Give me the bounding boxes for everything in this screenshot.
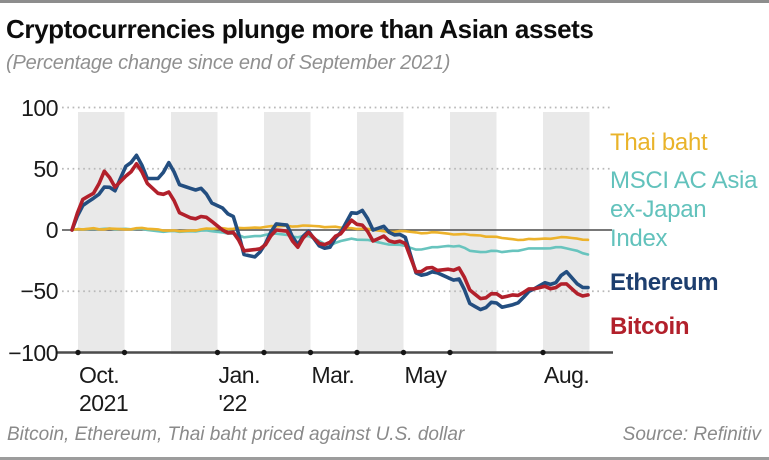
axis-tick-dot <box>307 349 314 356</box>
top-divider <box>0 0 769 3</box>
x-tick-label: Jan. '22 <box>218 362 261 416</box>
x-tick-sublabel: '22 <box>218 390 248 416</box>
legend-bitcoin: Bitcoin <box>610 313 690 340</box>
series-line-ethereum <box>70 153 590 312</box>
x-tick-label: Oct. 2021 <box>79 362 129 416</box>
chart-title: Cryptocurrencies plunge more than Asian … <box>6 14 594 44</box>
source-credit: Source: Refinitiv <box>622 424 761 445</box>
legend-ethereum: Ethereum <box>610 269 719 296</box>
footnote: Bitcoin, Ethereum, Thai baht priced agai… <box>7 424 465 445</box>
axis-tick-dot <box>261 349 267 356</box>
chart-subtitle: (Percentage change since end of Septembe… <box>6 52 451 74</box>
y-tick-label: −100 <box>8 339 58 366</box>
y-tick-label: 0 <box>45 217 59 243</box>
month-shading-band <box>450 112 497 354</box>
y-tick-label: −50 <box>20 278 58 305</box>
axis-tick-dot <box>540 349 546 356</box>
axis-tick-dot <box>214 349 221 356</box>
x-tick-label: May <box>404 362 447 388</box>
month-shading-band <box>171 112 218 354</box>
axis-tick-dot <box>354 349 360 356</box>
month-shading-band <box>78 112 125 354</box>
axis-tick-dot <box>400 349 407 356</box>
series-line-thai-baht <box>70 224 590 242</box>
bottom-divider <box>0 457 769 460</box>
axis-tick-dot <box>447 349 453 356</box>
y-tick-label: 100 <box>21 94 58 121</box>
x-tick-label: Mar. <box>311 362 355 388</box>
x-tick-label: Aug. <box>544 362 590 388</box>
legend-thai-baht: Thai baht <box>610 129 708 156</box>
month-shading-band <box>543 112 590 354</box>
y-tick-label: 50 <box>33 155 58 182</box>
x-tick-sublabel: 2021 <box>79 390 129 416</box>
line-chart-plot-area <box>57 106 613 356</box>
legend-msci-asia-index: MSCI AC Asia ex-Japan Index <box>610 167 758 252</box>
series-line-bitcoin <box>70 162 590 301</box>
axis-tick-dot <box>121 349 128 356</box>
axis-tick-dot <box>75 349 81 356</box>
